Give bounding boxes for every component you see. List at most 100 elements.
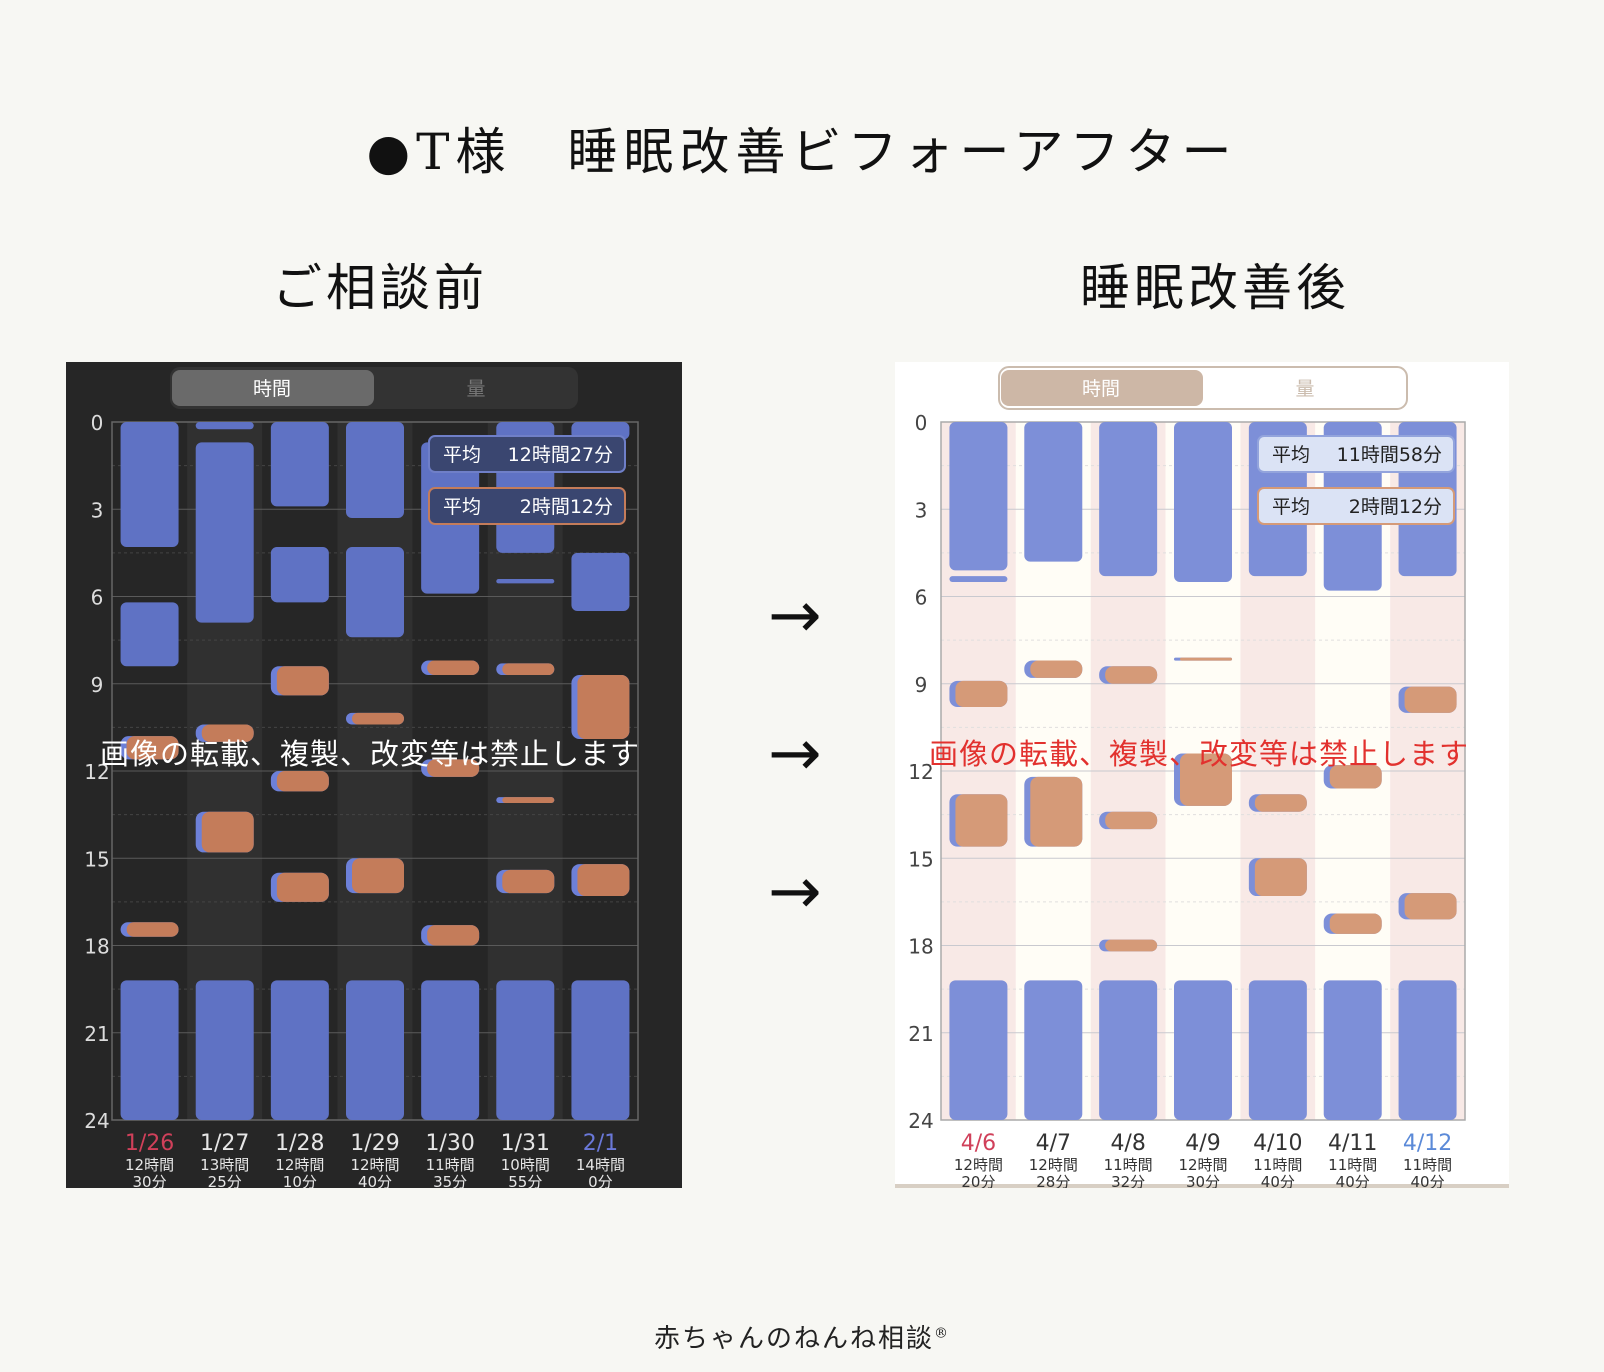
sleep-bar xyxy=(421,980,480,1120)
y-tick-label: 21 xyxy=(84,1022,109,1046)
daily-total-minutes: 10分 xyxy=(283,1173,317,1188)
daily-total-minutes: 40分 xyxy=(1336,1173,1370,1188)
sleep-bar xyxy=(949,576,1008,582)
daily-total-minutes: 30分 xyxy=(1186,1173,1220,1188)
sleep-bar xyxy=(1024,422,1083,562)
sleep-bar xyxy=(1024,980,1083,1120)
after-sleep-chart: 036912151821244/612時間20分4/712時間28分4/811時… xyxy=(895,362,1509,1188)
y-tick-label: 3 xyxy=(915,498,928,522)
sleep-bar xyxy=(571,980,630,1120)
feeding-bar xyxy=(276,872,329,902)
sleep-bar xyxy=(195,980,254,1120)
average-sleep-label: 平均 xyxy=(1272,444,1310,466)
feeding-bar xyxy=(427,925,480,946)
feeding-bar xyxy=(1404,686,1457,713)
feeding-bar xyxy=(502,797,555,803)
sleep-bar xyxy=(346,422,404,518)
sleep-bar xyxy=(496,579,555,584)
daily-total-hours: 11時間 xyxy=(426,1156,475,1174)
feeding-bar xyxy=(955,794,1008,847)
feeding-bar xyxy=(201,724,254,742)
feeding-bar xyxy=(1105,939,1158,952)
daily-total-minutes: 25分 xyxy=(208,1173,242,1188)
daily-total-minutes: 0分 xyxy=(588,1173,613,1188)
y-tick-label: 15 xyxy=(84,847,109,871)
average-feeding-value: 2時間12分 xyxy=(520,496,613,518)
daily-total-hours: 12時間 xyxy=(1029,1156,1078,1174)
y-tick-label: 6 xyxy=(91,586,104,610)
footer-text: 赤ちゃんのねんね相談 xyxy=(653,1324,934,1354)
tab-amount: 量 xyxy=(466,378,485,400)
x-date-label: 4/7 xyxy=(1036,1131,1071,1156)
sleep-bar xyxy=(270,980,329,1120)
daily-total-hours: 11時間 xyxy=(1328,1156,1377,1174)
y-tick-label: 15 xyxy=(908,847,933,871)
page-title: ●T様 睡眠改善ビフォーアフター xyxy=(366,123,1238,181)
feeding-bar xyxy=(126,736,179,760)
sleep-bar xyxy=(120,980,179,1120)
tab-active-highlight xyxy=(1001,370,1203,406)
tab-active-highlight xyxy=(172,370,374,406)
feeding-bar xyxy=(352,858,404,894)
sleep-bar xyxy=(195,422,254,430)
y-tick-label: 0 xyxy=(915,411,928,435)
tab-time: 時間 xyxy=(253,378,291,400)
sleep-bar xyxy=(270,422,329,507)
x-date-label: 4/8 xyxy=(1110,1131,1145,1156)
y-tick-label: 0 xyxy=(91,411,104,435)
feeding-bar xyxy=(577,864,630,897)
y-tick-label: 6 xyxy=(915,586,928,610)
sleep-bar xyxy=(571,552,630,612)
before-sleep-chart: 036912151821241/2612時間30分1/2713時間25分1/28… xyxy=(66,362,682,1188)
sleep-bar xyxy=(496,980,555,1120)
average-feeding-value: 2時間12分 xyxy=(1349,496,1442,518)
daily-total-hours: 11時間 xyxy=(1104,1156,1153,1174)
daily-total-minutes: 40分 xyxy=(358,1173,392,1188)
sleep-bar xyxy=(1099,422,1158,577)
x-date-label: 1/28 xyxy=(275,1131,324,1156)
daily-total-hours: 13時間 xyxy=(200,1156,249,1174)
daily-total-minutes: 28分 xyxy=(1036,1173,1070,1188)
daily-total-hours: 11時間 xyxy=(1403,1156,1452,1174)
x-date-label: 4/11 xyxy=(1328,1131,1377,1156)
x-date-label: 4/12 xyxy=(1403,1131,1452,1156)
arrow-icon: → xyxy=(768,579,822,653)
sleep-bar xyxy=(346,980,404,1120)
arrow-icon: → xyxy=(768,717,822,791)
average-feeding-box xyxy=(428,487,626,525)
average-feeding-label: 平均 xyxy=(443,496,481,518)
sleep-bar xyxy=(270,547,329,603)
panel-bottom-edge xyxy=(895,1184,1509,1188)
before-chart-panel: 0 3 6 9 12 15 18 21 24 1/26 12時間 30分 1/27 13時間 25分 1/28… xyxy=(66,362,682,1188)
average-sleep-value: 11時間58分 xyxy=(1337,444,1442,466)
y-tick-label: 12 xyxy=(84,760,109,784)
y-tick-label: 3 xyxy=(91,498,104,522)
sleep-bar xyxy=(1398,980,1457,1120)
daily-total-hours: 10時間 xyxy=(501,1156,550,1174)
x-date-label: 1/26 xyxy=(125,1131,174,1156)
feeding-bar xyxy=(352,712,404,725)
daily-total-hours: 14時間 xyxy=(576,1156,625,1174)
feeding-bar xyxy=(201,811,254,853)
sleep-bar xyxy=(195,442,254,623)
copyright-watermark: 画像の転載、複製、改変等は禁止します xyxy=(929,737,1469,771)
after-label: 睡眠改善後 xyxy=(1080,259,1350,317)
feeding-bar xyxy=(1254,858,1307,897)
x-date-label: 1/27 xyxy=(200,1131,249,1156)
feeding-bar xyxy=(1105,811,1158,830)
feeding-bar xyxy=(1180,753,1232,806)
x-date-label: 1/30 xyxy=(425,1131,474,1156)
daily-total-minutes: 40分 xyxy=(1411,1173,1445,1188)
y-tick-label: 9 xyxy=(91,673,104,697)
daily-total-minutes: 30分 xyxy=(133,1173,167,1188)
average-sleep-value: 12時間27分 xyxy=(508,444,613,466)
copyright-watermark: 画像の転載、複製、改変等は禁止します xyxy=(100,737,640,771)
x-date-label: 1/29 xyxy=(350,1131,399,1156)
y-tick-label: 9 xyxy=(915,673,928,697)
feeding-bar xyxy=(502,869,555,894)
x-date-label: 1/31 xyxy=(501,1131,550,1156)
y-tick-label: 24 xyxy=(908,1109,933,1133)
daily-total-minutes: 20分 xyxy=(961,1173,995,1188)
sleep-bar xyxy=(949,980,1008,1120)
y-tick-label: 24 xyxy=(84,1109,109,1133)
